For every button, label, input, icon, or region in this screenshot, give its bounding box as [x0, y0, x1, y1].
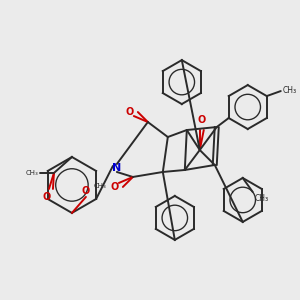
Text: O: O: [43, 192, 51, 202]
Text: O: O: [111, 182, 119, 192]
Text: CH₃: CH₃: [94, 183, 106, 189]
Text: CH₃: CH₃: [283, 85, 297, 94]
Text: O: O: [198, 115, 206, 125]
Text: CH₃: CH₃: [255, 194, 269, 203]
Text: O: O: [82, 186, 90, 196]
Text: CH₃: CH₃: [25, 170, 38, 176]
Text: N: N: [112, 163, 122, 173]
Text: O: O: [126, 107, 134, 117]
